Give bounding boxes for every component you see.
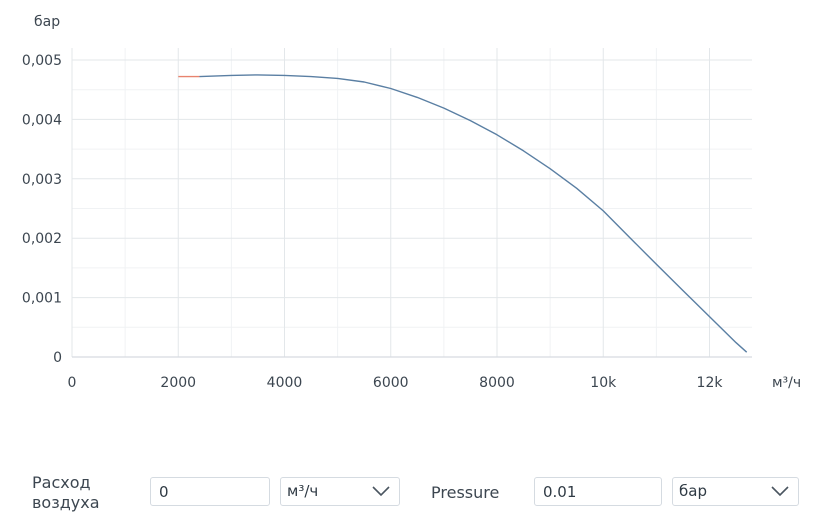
flow-unit-value: м³/ч [287, 482, 319, 500]
x-tick-label: 6000 [373, 375, 409, 391]
x-tick-label: 4000 [267, 375, 303, 391]
y-tick-label: 0,002 [22, 231, 62, 247]
pressure-label: Pressure [431, 483, 500, 502]
controls-bar: Расход воздуха м³/ч Pressure бар [0, 470, 816, 519]
y-tick-label: 0,004 [22, 112, 62, 128]
pressure-input[interactable] [534, 477, 662, 506]
x-axis-unit: м³/ч [772, 375, 801, 391]
chevron-down-icon [771, 486, 789, 497]
x-tick-label: 10k [590, 375, 617, 391]
x-tick-label: 2000 [160, 375, 196, 391]
x-tick-label: 12k [697, 375, 724, 391]
flow-label: Расход воздуха [32, 473, 100, 512]
pressure-unit-value: бар [679, 482, 707, 500]
y-axis-unit: бар [34, 14, 60, 30]
pressure-flow-chart: 0 2000 4000 6000 8000 10k 12k 0 0,001 0,002 0,003 0… [22, 14, 801, 391]
y-tick-label: 0,003 [22, 172, 62, 188]
x-tick-label: 8000 [479, 375, 515, 391]
y-tick-label: 0,001 [22, 291, 62, 307]
pressure-unit-select[interactable]: бар [672, 477, 799, 506]
x-tick-label: 0 [68, 375, 77, 391]
chevron-down-icon [372, 486, 390, 497]
y-tick-label: 0,005 [22, 53, 62, 69]
chart-series [178, 74, 748, 353]
chart-grid [71, 48, 752, 358]
y-tick-label: 0 [53, 350, 62, 366]
series-line-0 [199, 74, 748, 353]
flow-input[interactable] [150, 477, 270, 506]
chart-axes: 0 2000 4000 6000 8000 10k 12k 0 0,001 0,002 0,003 0… [22, 53, 752, 391]
flow-unit-select[interactable]: м³/ч [280, 477, 400, 506]
